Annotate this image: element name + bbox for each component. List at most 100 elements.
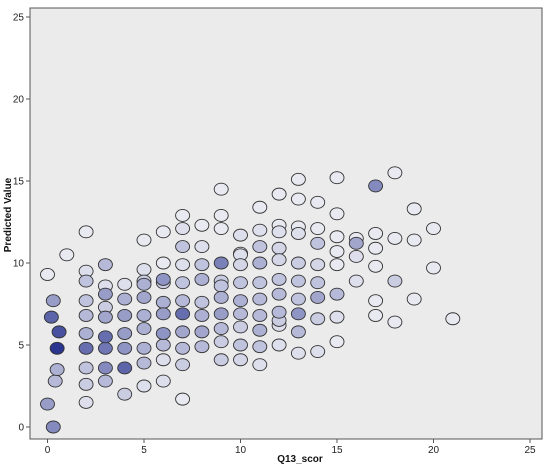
data-point bbox=[97, 361, 113, 375]
y-tick-label: 15 bbox=[13, 177, 25, 188]
data-point bbox=[117, 341, 133, 355]
data-point bbox=[155, 256, 171, 270]
data-point bbox=[78, 309, 94, 322]
data-point bbox=[40, 268, 55, 281]
data-point bbox=[271, 287, 287, 301]
data-point bbox=[78, 341, 94, 355]
data-point bbox=[213, 182, 229, 196]
data-point bbox=[78, 274, 94, 288]
data-point bbox=[78, 361, 94, 375]
x-tick-label: 25 bbox=[524, 445, 536, 456]
data-point bbox=[78, 294, 94, 308]
data-point bbox=[97, 374, 113, 388]
data-point bbox=[213, 335, 229, 349]
data-point bbox=[49, 363, 65, 377]
data-point bbox=[175, 240, 191, 254]
data-point bbox=[155, 272, 171, 286]
data-point bbox=[233, 228, 248, 242]
data-point bbox=[310, 195, 326, 209]
data-point bbox=[213, 222, 229, 236]
data-point bbox=[136, 322, 152, 336]
y-tick-label: 20 bbox=[13, 95, 25, 106]
data-point bbox=[368, 309, 384, 322]
x-axis: 0 5 10 15 20 25 bbox=[45, 439, 536, 456]
data-point bbox=[45, 294, 61, 308]
data-point bbox=[252, 323, 268, 337]
data-point bbox=[348, 249, 364, 263]
y-tick-label: 10 bbox=[13, 259, 25, 270]
x-tick-label: 20 bbox=[428, 445, 440, 456]
data-point bbox=[155, 225, 171, 239]
data-point bbox=[117, 387, 133, 401]
data-point bbox=[213, 256, 229, 270]
data-point bbox=[175, 358, 191, 372]
data-point bbox=[310, 312, 326, 326]
data-point bbox=[252, 200, 268, 214]
data-point bbox=[406, 202, 422, 216]
data-point bbox=[368, 259, 384, 273]
data-point bbox=[426, 261, 441, 275]
data-point bbox=[368, 294, 384, 308]
data-point bbox=[445, 312, 461, 326]
data-point bbox=[78, 225, 94, 239]
data-point bbox=[194, 295, 210, 309]
data-point bbox=[40, 397, 55, 411]
data-point bbox=[406, 292, 422, 306]
data-point bbox=[213, 208, 229, 222]
data-point bbox=[97, 287, 113, 301]
data-point bbox=[252, 358, 268, 372]
data-point bbox=[117, 292, 133, 306]
x-tick-label: 0 bbox=[45, 445, 51, 456]
data-point bbox=[310, 345, 326, 359]
data-point bbox=[310, 236, 326, 250]
data-point bbox=[233, 320, 248, 334]
data-point bbox=[387, 274, 403, 288]
data-point bbox=[213, 322, 229, 336]
data-point bbox=[329, 335, 345, 349]
x-tick-label: 5 bbox=[141, 445, 147, 456]
data-point bbox=[368, 241, 384, 255]
data-point bbox=[97, 330, 113, 344]
data-point bbox=[213, 353, 229, 367]
data-point bbox=[252, 240, 268, 254]
data-point bbox=[271, 272, 287, 286]
data-point bbox=[155, 353, 171, 367]
data-point bbox=[194, 272, 210, 286]
data-point bbox=[51, 325, 67, 339]
data-point bbox=[175, 325, 191, 339]
data-point bbox=[45, 420, 61, 434]
data-point bbox=[97, 258, 113, 272]
data-point bbox=[290, 256, 306, 270]
data-point bbox=[233, 353, 248, 367]
data-point bbox=[155, 327, 171, 340]
data-point bbox=[310, 276, 326, 290]
data-point bbox=[310, 222, 326, 236]
data-point bbox=[47, 374, 63, 388]
data-point bbox=[78, 377, 94, 391]
data-point bbox=[233, 294, 248, 308]
data-point bbox=[136, 233, 152, 247]
data-point bbox=[252, 340, 268, 354]
data-point bbox=[136, 341, 152, 355]
data-point bbox=[290, 274, 306, 288]
data-point bbox=[175, 341, 191, 355]
data-point bbox=[310, 258, 326, 272]
data-point bbox=[290, 172, 306, 186]
data-point bbox=[290, 346, 306, 360]
data-point bbox=[310, 290, 326, 304]
data-point bbox=[271, 253, 287, 267]
data-point bbox=[290, 227, 306, 240]
data-point bbox=[97, 310, 113, 324]
data-point bbox=[175, 258, 191, 272]
data-point bbox=[233, 276, 248, 290]
data-point bbox=[271, 241, 287, 255]
data-point bbox=[252, 256, 268, 270]
data-point bbox=[175, 307, 191, 321]
data-point bbox=[78, 395, 94, 409]
data-point bbox=[155, 374, 171, 388]
data-point bbox=[290, 325, 306, 339]
data-point bbox=[348, 274, 364, 288]
data-point bbox=[117, 327, 133, 340]
